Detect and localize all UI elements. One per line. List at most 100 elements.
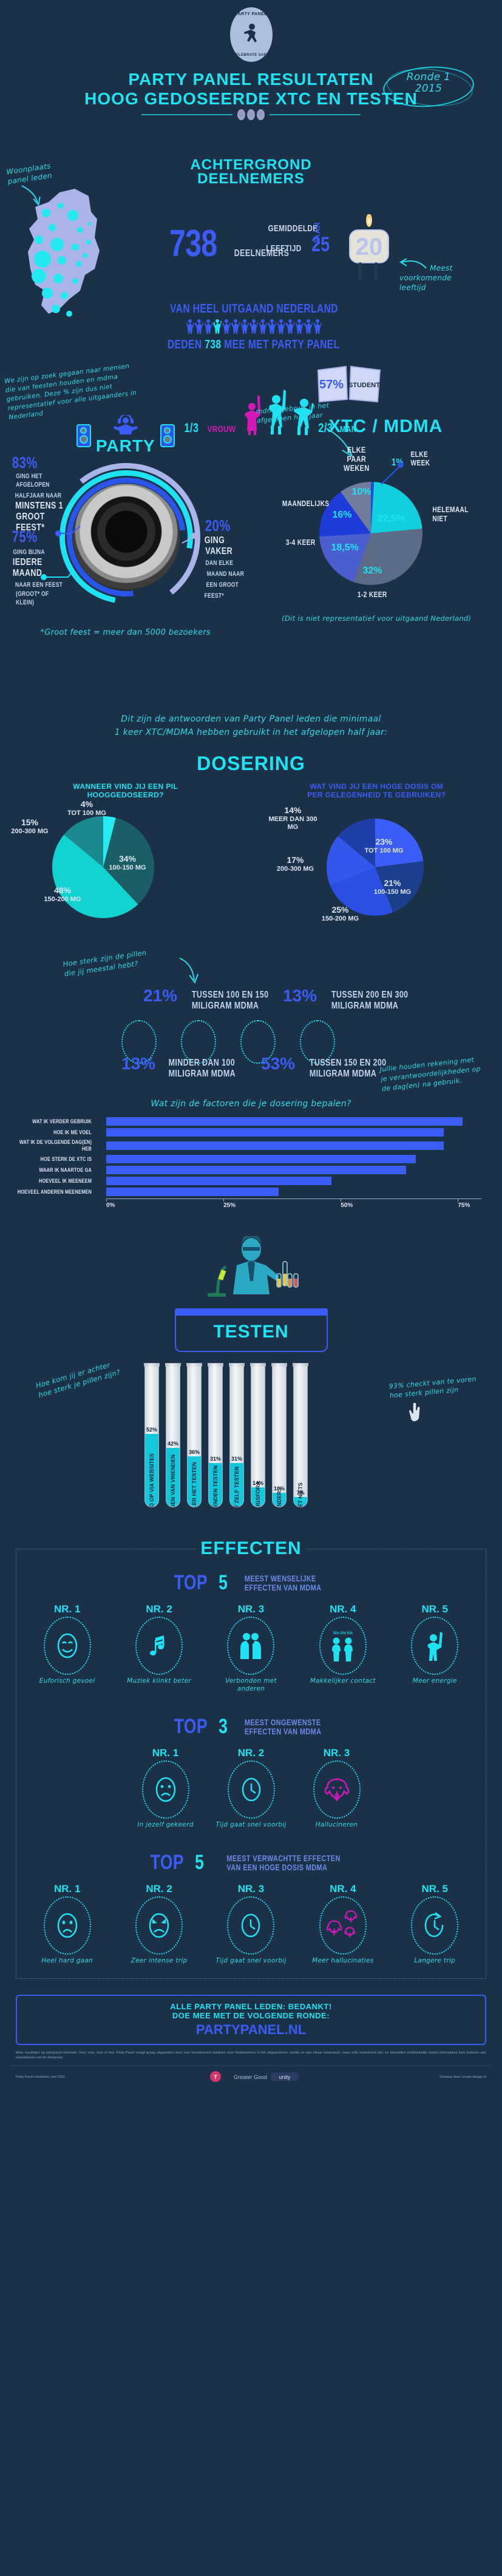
dosering-charts: WANNEER VIND JIJ EEN PIL HOOGGEDOSEERD? … <box>0 782 502 931</box>
tube-pct: 31% <box>231 1456 243 1462</box>
tube-fill <box>251 1487 265 1507</box>
top-number: 5 <box>195 1851 205 1874</box>
cta-line-2: DOE MEE MET DE VOLGENDE RONDE: <box>172 2011 330 2020</box>
title-line-2: HOOG GEDOSEERDE XTC EN TESTEN <box>84 89 418 108</box>
effect-circle <box>43 1896 91 1955</box>
arrow-left-icon <box>399 258 427 269</box>
party-xtc-section: PARTY <box>0 399 502 691</box>
sad-face-icon <box>155 1777 175 1802</box>
pill-stat-13b: 13% TUSSEN 200 EN 300 MILIGRAM MDMA <box>283 986 419 1012</box>
top-label: TOP <box>151 1851 185 1874</box>
speaker-right-icon <box>160 424 175 447</box>
dancing-man-2-icon <box>294 399 314 435</box>
crowd-person-icon <box>304 319 313 334</box>
effect-label: Zeer intense trip <box>131 1957 188 1964</box>
xtc-value-16: 16% <box>332 510 352 520</box>
party-stat-75: 75% GING BIJNA IEDERE MAAND NAAR EEN FEE… <box>8 527 75 607</box>
effect-rank: NR. 2 <box>146 1883 172 1895</box>
most-common-age-note: Meest voorkomende leeftijd <box>399 258 472 292</box>
tube-fill <box>166 1447 180 1507</box>
effect-item: NR. 3 Verbonden met anderen <box>213 1603 289 1693</box>
person-arm-up-icon <box>427 1632 443 1661</box>
participants-number: 738 <box>169 223 217 265</box>
effect-label: Heel hard gaan <box>41 1957 93 1964</box>
party-stat-83-l1: GING HET AFGELOPEN <box>16 473 50 488</box>
dosering-intro: Dit zijn de antwoorden van Party Panel l… <box>114 714 388 737</box>
crowd-person-icon <box>213 319 222 334</box>
top3-ongewenst-items: NR. 1 In jezelf gekeerd NR. 2 <box>21 1747 481 1829</box>
round-badge: Ronde 1 2015 <box>381 63 476 110</box>
effect-item: NR. 4 bla bla bla Makkelijker contact <box>305 1603 381 1693</box>
bar-label: HOE STERK DE XTC IS <box>40 1155 92 1163</box>
effect-label: Makkelijker contact <box>310 1677 376 1685</box>
divider-left <box>141 114 232 115</box>
two-people-talking-icon: bla bla bla <box>331 1631 353 1662</box>
top-sub-1: MEEST ONGEWENSTE <box>245 1717 322 1727</box>
xtc-connector <box>380 462 404 485</box>
tube-rim <box>229 1363 245 1367</box>
title-line-1: PARTY PANEL RESULTATEN <box>128 70 374 89</box>
tube-pct: 7% <box>296 1489 305 1496</box>
elephant-icon <box>324 1778 349 1801</box>
test-tube: 7% DOET NIETS <box>293 1363 308 1507</box>
background-title-1: ACHTERGROND <box>190 157 312 173</box>
effect-rank: NR. 2 <box>146 1603 172 1615</box>
test-tube: 10% ANDERS <box>271 1363 287 1507</box>
tube-fill <box>294 1496 307 1507</box>
effect-rank: NR. 4 <box>330 1883 356 1895</box>
logo-bottom-text: CELEBRATE SAFE <box>232 53 270 57</box>
top-sub-1: MEEST WENSELIJKE <box>245 1573 317 1583</box>
svg-text:unity: unity <box>279 2074 291 2080</box>
participants-stat: 738 DEELNEMERS <box>163 222 297 265</box>
pill-lbl-21: TUSSEN 100 EN 150 MILIGRAM MDMA <box>191 990 269 1011</box>
music-note-icon <box>150 1635 165 1655</box>
effect-rank: NR. 1 <box>53 1603 81 1615</box>
crowd-person-icon <box>231 319 240 334</box>
partner-logos: T Greater Good unity <box>209 2071 299 2084</box>
effect-label: In jezelf gekeerd <box>137 1821 194 1828</box>
bar-fill <box>106 1141 444 1150</box>
svg-text:20: 20 <box>356 234 383 260</box>
effect-circle <box>135 1617 183 1675</box>
top-label: TOP <box>174 1715 208 1738</box>
party-stat-83-l4: GROOT FEEST* <box>16 512 45 533</box>
bar-row: HOE STERK DE XTC IS <box>0 1155 481 1163</box>
effect-circle <box>411 1617 459 1675</box>
women-label: VROUW <box>207 424 236 434</box>
bar-label: HOEVEEL IK MEENEEM <box>38 1177 92 1185</box>
tube-pct: 14% <box>252 1479 264 1486</box>
tube-label: LAAT DEALER HET TESTEN <box>191 1462 197 1507</box>
pill-icon-2: ♡ <box>247 109 255 120</box>
pill-lbl-13a: MINDER DAN 100 MILIGRAM MDMA <box>168 1058 236 1079</box>
cta-box[interactable]: ALLE PARTY PANEL LEDEN: BEDANKT! DOE MEE… <box>16 1995 486 2045</box>
tube-fill <box>209 1463 222 1507</box>
effect-label: Meer hallucinaties <box>312 1957 374 1964</box>
tube-label: DOET NIETS <box>297 1482 304 1507</box>
nationwide-line-2: DEDEN 738 MEE MET PARTY PANEL <box>168 338 340 352</box>
tube-fill <box>230 1463 243 1507</box>
nationwide-block: VAN HEEL UITGAAND NEDERLAND DEDEN <box>132 302 375 352</box>
pill-strength-question: Hoe sterk zijn de pillen die jij meestal… <box>62 948 148 978</box>
smiley-face-icon <box>57 1633 77 1658</box>
dosering-right-pie <box>326 819 424 916</box>
infographic-page: PARTY PANEL CELEBRATE SAFE PARTY PANEL R… <box>0 7 502 2084</box>
xtc-value-32: 32% <box>362 566 382 576</box>
pill-lbl-53: TUSSEN 150 EN 200 MILIGRAM MDMA <box>309 1058 387 1079</box>
effect-label: Tijd gaat snel voorbij <box>215 1957 287 1964</box>
tube-rim <box>186 1363 202 1367</box>
axis-tick-label: 50% <box>341 1202 353 1209</box>
test-tube: 42% VIA ERVARINGEN VAN VRIENDEN <box>165 1363 181 1507</box>
pointer-hand-icon <box>408 1402 421 1422</box>
effect-item: NR. 2 Tijd gaat snel voorbij <box>213 1747 289 1829</box>
tube-pct: 52% <box>146 1426 158 1433</box>
test-tube: 52% JE ZOEKT INFO OP VIA WEBSITES <box>144 1363 160 1507</box>
axis-tick-label: 75% <box>458 1202 470 1209</box>
dos-left-lbl-34: 34% 100-150 MG <box>109 854 146 871</box>
round-line-2: 2015 <box>415 83 443 95</box>
svg-text:STUDENT: STUDENT <box>348 382 380 389</box>
top-sub-2: EFFECTEN VAN MDMA <box>245 1582 322 1592</box>
cta-url[interactable]: PARTYPANEL.NL <box>195 2022 307 2037</box>
xtc-label-1-2-keer: 1-2 KEER <box>357 590 387 599</box>
effect-rank: NR. 3 <box>323 1747 350 1759</box>
tube-rim <box>250 1363 266 1367</box>
